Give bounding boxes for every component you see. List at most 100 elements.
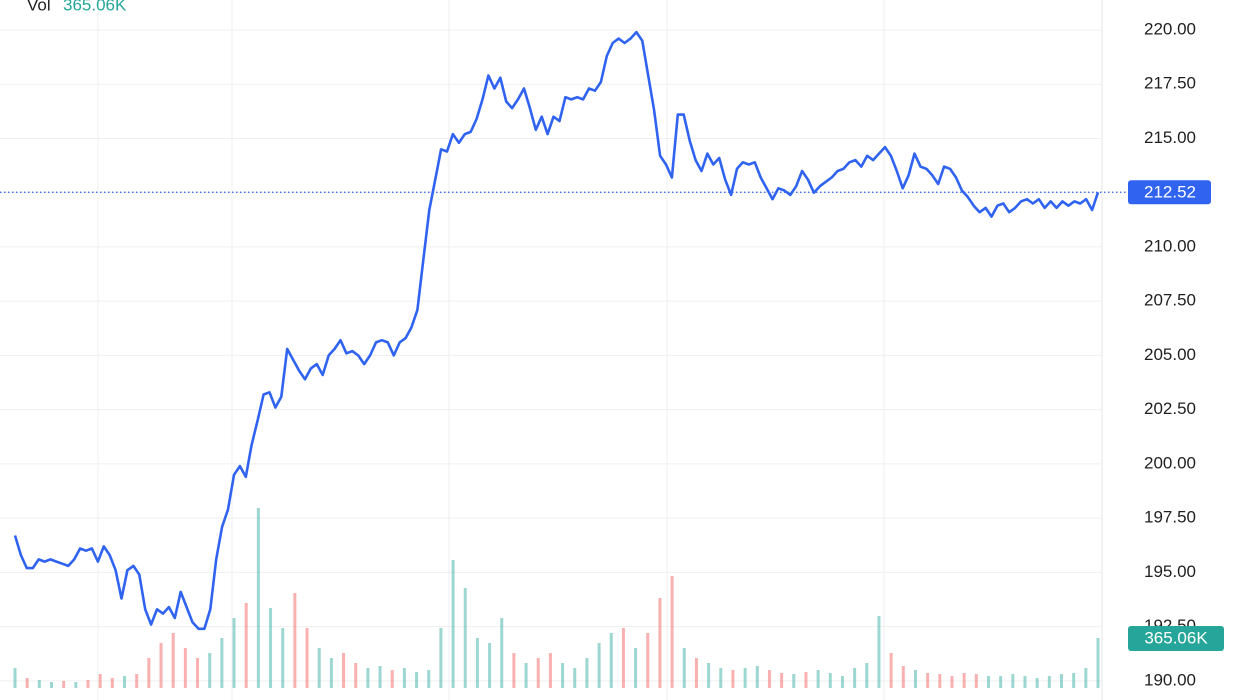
last-price-label: 212.52 xyxy=(1144,183,1196,202)
volume-bar xyxy=(50,682,54,688)
volume-bar xyxy=(86,680,90,688)
volume-bar xyxy=(974,674,978,688)
volume-bar xyxy=(950,676,954,688)
volume-bar xyxy=(342,653,346,688)
volume-bar xyxy=(731,670,735,688)
volume-bar xyxy=(792,674,796,688)
volume-bar xyxy=(123,676,127,688)
volume-bar xyxy=(1072,673,1076,688)
volume-bar xyxy=(573,668,577,688)
volume-bar xyxy=(658,598,662,688)
volume-bar xyxy=(256,508,260,688)
volume-bar xyxy=(1059,674,1063,688)
y-tick-label: 195.00 xyxy=(1144,562,1196,581)
volume-bar xyxy=(220,638,224,688)
volume-bar xyxy=(670,576,674,688)
volume-bar xyxy=(439,628,443,688)
volume-bar xyxy=(232,618,236,688)
volume-bar xyxy=(609,633,613,688)
volume-bar xyxy=(1047,676,1051,688)
volume-bar xyxy=(694,658,698,688)
volume-bar xyxy=(889,653,893,688)
y-tick-label: 207.50 xyxy=(1144,291,1196,310)
price-line xyxy=(13,30,1100,631)
volume-bar xyxy=(110,678,114,688)
volume-bar xyxy=(135,674,139,688)
volume-bar xyxy=(329,658,333,688)
volume-bar xyxy=(208,653,212,688)
volume-bar xyxy=(37,680,41,688)
volume-bar xyxy=(597,643,601,688)
volume-bar xyxy=(390,670,394,688)
volume-bar xyxy=(62,681,66,688)
volume-bar xyxy=(840,676,844,688)
volume-bar xyxy=(366,668,370,688)
volume-bar xyxy=(463,588,467,688)
volume-bar xyxy=(536,658,540,688)
volume-bar xyxy=(938,674,942,688)
volume-bar xyxy=(317,648,321,688)
last-price-tag xyxy=(1128,180,1211,205)
volume-bar xyxy=(269,608,273,688)
volume-bar xyxy=(1023,676,1027,688)
volume-bar xyxy=(986,676,990,688)
last-volume-label: 365.06K xyxy=(1144,628,1208,647)
volume-bar xyxy=(354,663,358,688)
y-axis: 190.00192.50195.00197.50200.00202.50205.… xyxy=(1128,19,1224,689)
volume-bar xyxy=(816,670,820,688)
volume-bar xyxy=(183,648,187,688)
volume-bar xyxy=(901,666,905,688)
volume-bar xyxy=(767,670,771,688)
y-tick-label: 205.00 xyxy=(1144,345,1196,364)
y-tick-label: 210.00 xyxy=(1144,236,1196,255)
volume-legend-value: 365.06K xyxy=(63,0,127,14)
volume-bar xyxy=(402,668,406,688)
volume-name: Vol xyxy=(27,0,51,14)
volume-bar xyxy=(475,638,479,688)
volume-bar xyxy=(585,658,589,688)
volume-bar xyxy=(621,628,625,688)
volume-bar xyxy=(196,658,200,688)
volume-bars xyxy=(13,508,1100,688)
volume-bar xyxy=(74,682,78,688)
volume-bar xyxy=(488,643,492,688)
volume-bar xyxy=(743,668,747,688)
volume-bar xyxy=(780,673,784,688)
volume-bar xyxy=(13,668,17,688)
volume-bar xyxy=(1035,678,1039,688)
volume-bar xyxy=(828,673,832,688)
volume-bar xyxy=(305,628,309,688)
volume-bar xyxy=(548,653,552,688)
volume-bar xyxy=(451,560,455,688)
volume-bar xyxy=(719,668,723,688)
volume-bar xyxy=(281,628,285,688)
last-volume-tag xyxy=(1128,626,1224,651)
volume-bar xyxy=(512,653,516,688)
volume-bar xyxy=(524,663,528,688)
volume-bar xyxy=(634,648,638,688)
grid xyxy=(0,0,1103,700)
volume-bar xyxy=(962,673,966,688)
volume-bar xyxy=(682,648,686,688)
volume-bar xyxy=(98,674,102,688)
volume-bar xyxy=(171,633,175,688)
volume-bar xyxy=(159,643,163,688)
volume-bar xyxy=(147,658,151,688)
volume-bar xyxy=(25,678,29,688)
plot xyxy=(0,30,1128,631)
volume-bar xyxy=(427,670,431,688)
volume-bar xyxy=(646,633,650,688)
volume-bar xyxy=(500,618,504,688)
volume-bar xyxy=(865,663,869,688)
volume-bar xyxy=(561,663,565,688)
volume-bar xyxy=(926,673,930,688)
volume-bar xyxy=(293,593,297,688)
y-tick-label: 220.00 xyxy=(1144,19,1196,38)
y-tick-label: 217.50 xyxy=(1144,74,1196,93)
y-tick-label: 202.50 xyxy=(1144,399,1196,418)
volume-bar xyxy=(804,672,808,688)
volume-bar xyxy=(755,666,759,688)
volume-bar xyxy=(378,666,382,688)
